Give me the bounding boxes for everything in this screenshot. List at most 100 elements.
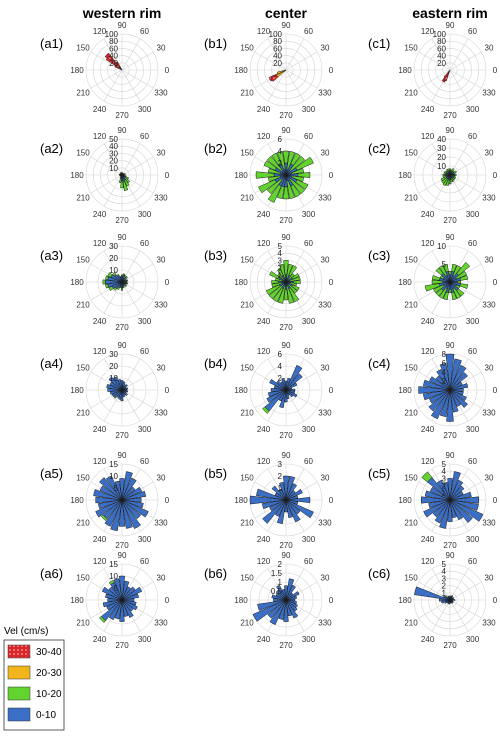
rose-bar — [455, 270, 467, 280]
direction-label: 330 — [154, 301, 168, 310]
direction-label: 60 — [140, 27, 149, 36]
direction-label: 0 — [165, 596, 170, 605]
direction-label: 30 — [321, 474, 330, 483]
radial-tick-label: 30 — [437, 144, 446, 153]
rose-bar — [288, 287, 300, 303]
direction-label: 300 — [138, 635, 152, 644]
direction-label: 300 — [302, 425, 316, 434]
direction-label: 120 — [421, 239, 435, 248]
grid-spoke — [449, 599, 482, 619]
direction-label: 60 — [304, 557, 313, 566]
rose-bar — [122, 273, 126, 276]
rose-bar — [120, 274, 124, 277]
direction-label: 210 — [404, 301, 418, 310]
direction-label: 90 — [282, 341, 291, 350]
rose-bar — [449, 499, 473, 523]
rose-bar — [291, 273, 300, 280]
rose-bar — [121, 477, 137, 501]
direction-label: 210 — [240, 301, 254, 310]
grid-spoke — [449, 568, 469, 601]
direction-label: 180 — [398, 496, 412, 505]
radial-tick-label: 2 — [278, 159, 283, 168]
rose-bar — [105, 283, 109, 289]
radial-tick-label: 30 — [109, 350, 118, 359]
direction-label: 90 — [446, 21, 455, 30]
rose-bar — [115, 61, 121, 69]
direction-label: 150 — [76, 574, 90, 583]
radial-tick-label: 2 — [442, 377, 447, 386]
rose-panel-a4: (a4)102030030609012015018021024027030033… — [40, 341, 170, 440]
rose-bar — [257, 599, 287, 611]
direction-label: 150 — [404, 149, 418, 158]
direction-label: 0 — [493, 596, 498, 605]
radial-tick-label: 4 — [278, 147, 283, 156]
grid-spoke — [90, 69, 123, 89]
rose-bar — [449, 389, 459, 413]
direction-label: 330 — [154, 194, 168, 203]
rose-bar — [272, 287, 284, 303]
direction-label: 300 — [138, 535, 152, 544]
radial-tick-label: 6 — [278, 135, 283, 144]
radial-tick-label: 3 — [442, 574, 447, 583]
radial-tick-label: 60 — [437, 44, 446, 53]
rose-bar — [99, 477, 123, 501]
direction-label: 120 — [421, 347, 435, 356]
direction-label: 240 — [93, 535, 107, 544]
direction-label: 30 — [321, 574, 330, 583]
rose-bar — [428, 389, 451, 412]
rose-bar — [276, 185, 285, 200]
rose-bar — [291, 175, 305, 182]
direction-label: 120 — [93, 27, 107, 36]
rose-bar — [283, 599, 289, 622]
grid-spoke — [431, 599, 451, 632]
panel-label: (c6) — [368, 566, 390, 581]
direction-label: 240 — [421, 317, 435, 326]
direction-label: 210 — [404, 519, 418, 528]
rose-bar — [276, 70, 285, 75]
radial-tick-label: 6 — [442, 359, 447, 368]
radial-tick-label: 100 — [105, 30, 119, 39]
rose-bar — [449, 499, 484, 522]
direction-label: 0 — [165, 66, 170, 75]
grid-spoke — [285, 69, 318, 89]
rose-bar — [459, 283, 469, 289]
radial-tick-label: 40 — [109, 142, 118, 151]
grid-spoke — [121, 156, 154, 176]
direction-label: 60 — [304, 27, 313, 36]
direction-label: 60 — [304, 239, 313, 248]
radial-tick-label: 1.5 — [271, 569, 283, 578]
direction-label: 0 — [165, 171, 170, 180]
rose-bar — [423, 379, 451, 391]
grid-spoke — [449, 581, 482, 601]
direction-label: 90 — [282, 233, 291, 242]
rose-bar — [297, 172, 311, 178]
rose-bar — [121, 499, 133, 529]
direction-label: 30 — [321, 256, 330, 265]
grid-spoke — [121, 281, 154, 301]
direction-label: 150 — [240, 149, 254, 158]
direction-label: 210 — [240, 89, 254, 98]
rose-bar — [99, 485, 123, 501]
rose-bar — [101, 586, 123, 601]
radial-tick-label: 1 — [442, 589, 447, 598]
direction-label: 60 — [468, 457, 477, 466]
direction-label: 330 — [482, 301, 496, 310]
radial-tick-label: 1 — [278, 271, 283, 280]
direction-label: 330 — [154, 89, 168, 98]
radial-tick-label: 20 — [109, 157, 118, 166]
rose-bar — [119, 478, 125, 501]
direction-label: 240 — [93, 105, 107, 114]
rose-bar — [116, 273, 120, 277]
rose-bar — [291, 284, 300, 291]
direction-label: 0 — [329, 596, 334, 605]
direction-label: 90 — [446, 451, 455, 460]
grid-spoke — [431, 38, 451, 71]
radial-tick-label: 15 — [109, 560, 118, 569]
direction-label: 90 — [118, 551, 127, 560]
radial-tick-label: 100 — [269, 30, 283, 39]
direction-label: 270 — [443, 216, 457, 225]
rose-bar — [267, 184, 282, 203]
direction-label: 120 — [421, 27, 435, 36]
direction-label: 210 — [76, 194, 90, 203]
